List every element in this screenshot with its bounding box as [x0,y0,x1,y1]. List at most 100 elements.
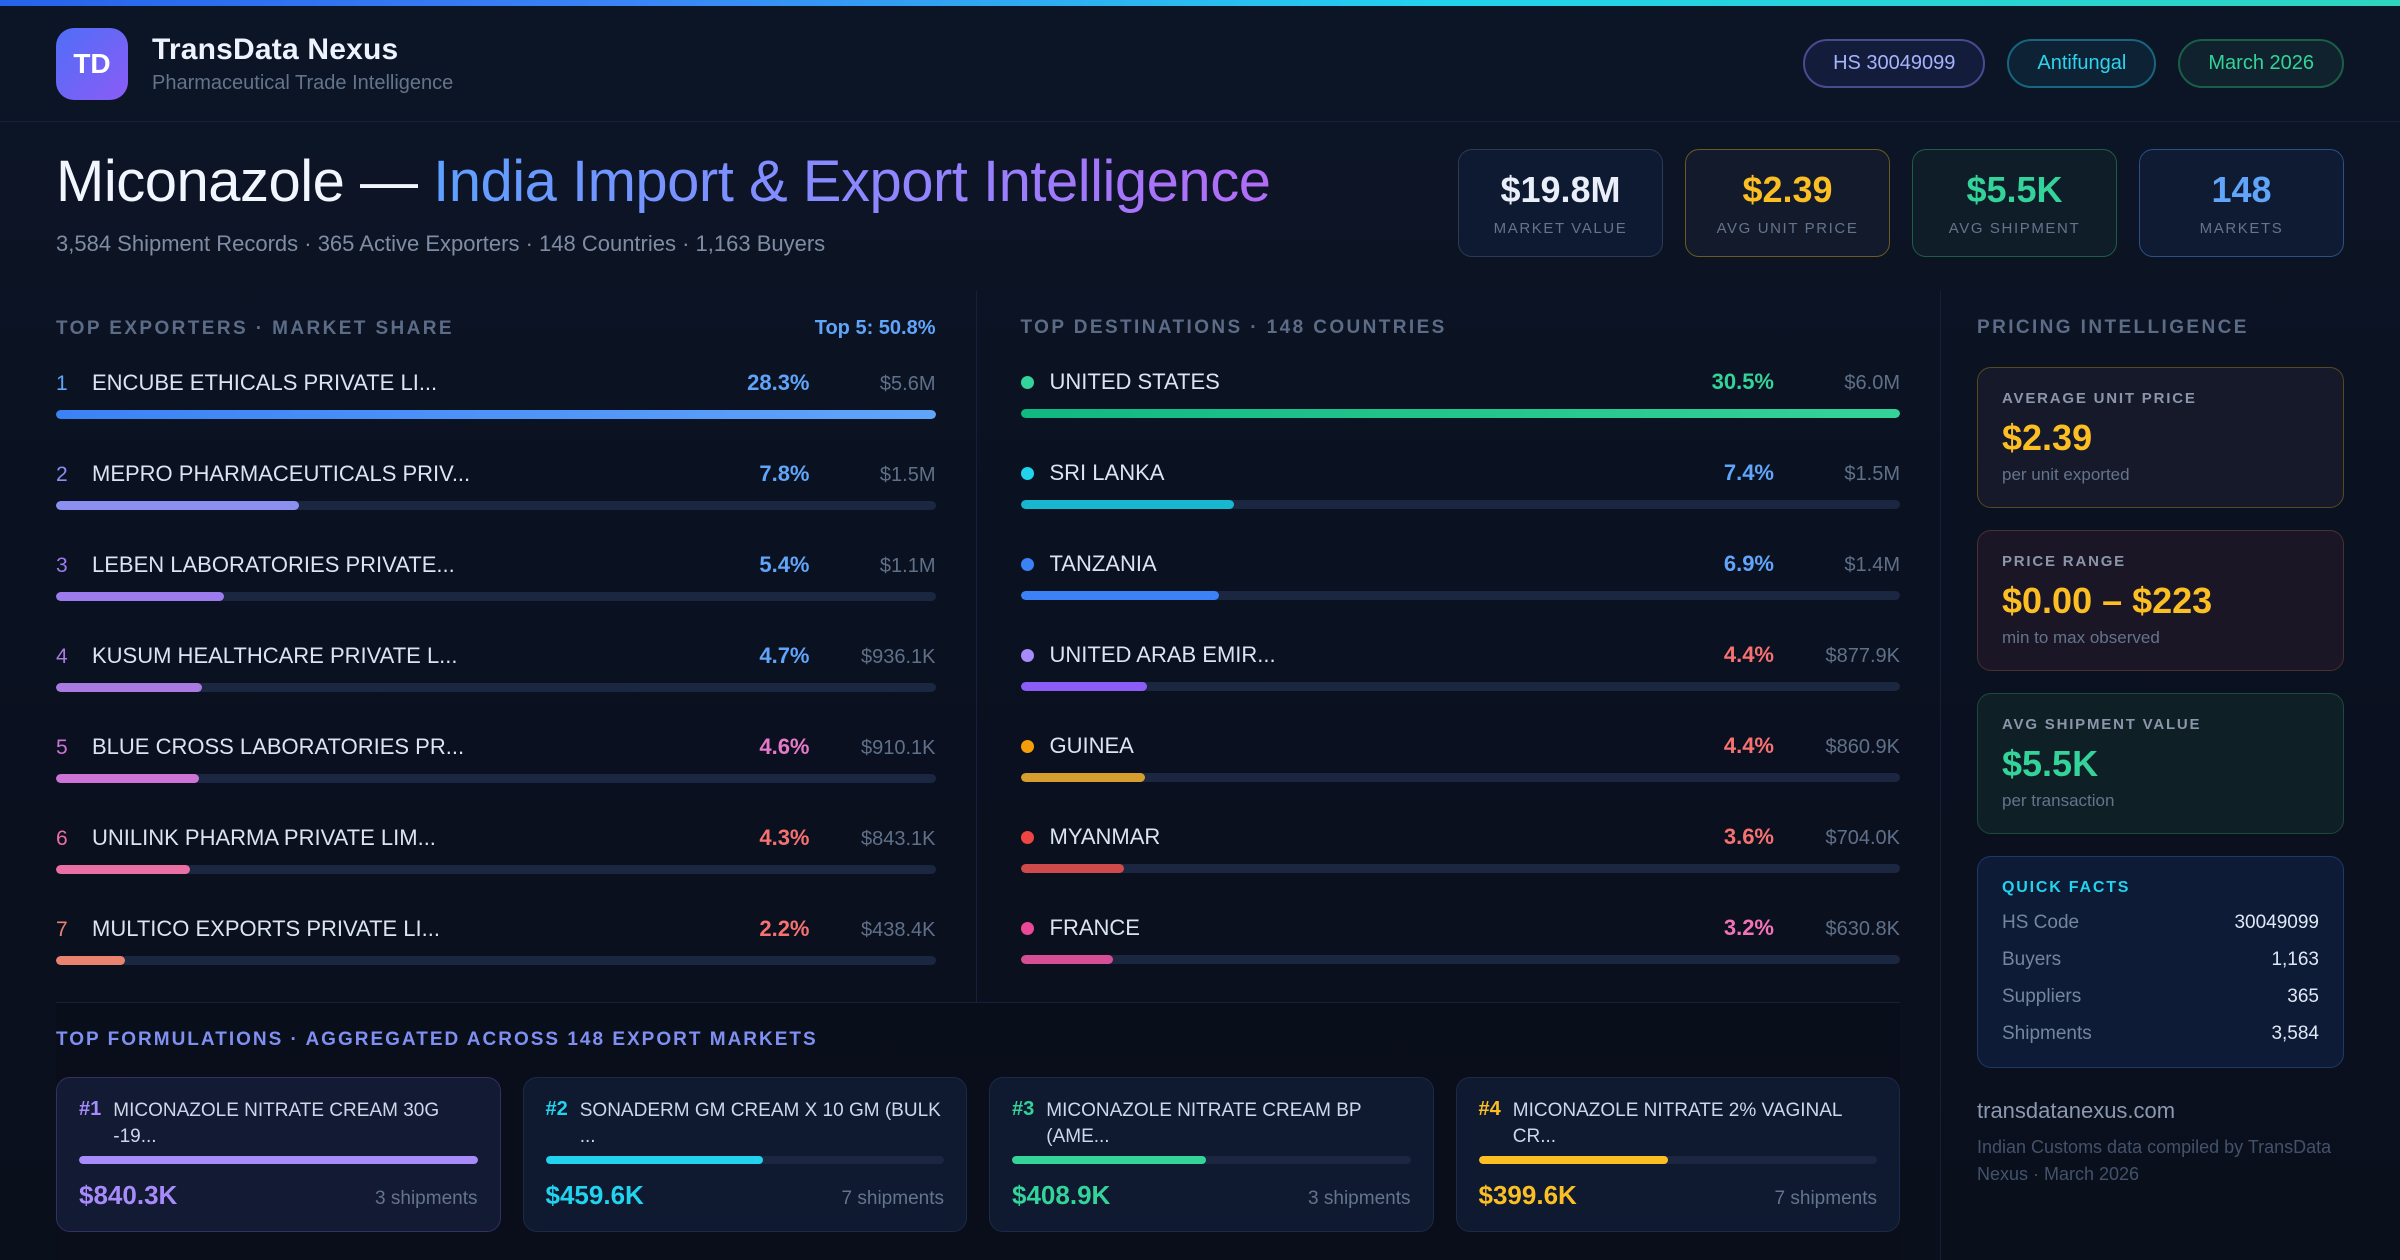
main-content: TOP EXPORTERS · MARKET SHARE Top 5: 50.8… [0,291,2400,1260]
destination-bar-fill [1020,864,1125,873]
formulation-name: MICONAZOLE NITRATE 2% VAGINAL CR... [1512,1100,1842,1147]
stat-value: $19.8M [1500,168,1621,210]
formulation-bar-track [1478,1156,1877,1164]
quick-fact-value: 30049099 [2234,912,2319,933]
quick-fact-label: Buyers [2002,949,2062,970]
pricing-card-value: $5.5K [2002,743,2099,784]
exporter-value: $843.1K [860,828,936,850]
exporter-row[interactable]: 1 ENCUBE ETHICALS PRIVATE LI... 28.3% $5… [56,370,936,419]
destination-row-top: TANZANIA 6.9% $1.4M [1020,551,1900,577]
exporter-row-top: 6 UNILINK PHARMA PRIVATE LIM... 4.3% $84… [56,825,936,851]
formulation-card[interactable]: #3 MICONAZOLE NITRATE CREAM BP (AME... $… [989,1077,1434,1232]
destination-bar-fill [1020,500,1235,509]
destinations-heading: TOP DESTINATIONS · 148 COUNTRIES [1020,317,1447,338]
exporter-row-top: 2 MEPRO PHARMACEUTICALS PRIV... 7.8% $1.… [56,461,936,487]
pricing-card-value: $2.39 [2002,417,2093,458]
footer-domain[interactable]: transdatanexus.com [1977,1098,2176,1123]
stat-card: $19.8M MARKET VALUE [1458,148,1663,257]
destination-row[interactable]: UNITED ARAB EMIR... 4.4% $877.9K [1020,642,1900,691]
quick-fact-value: 1,163 [2271,949,2319,970]
formulation-value: $408.9K [1012,1180,1111,1210]
quick-fact-row: Shipments 3,584 [2002,1023,2319,1045]
stat-value: 148 [2211,168,2272,210]
destination-value: $6.0M [1844,372,1900,394]
header-pill[interactable]: Antifungal [2007,39,2157,88]
formulation-shipments: 7 shipments [841,1188,944,1209]
formulation-card[interactable]: #2 SONADERM GM CREAM X 10 GM (BULK ... $… [522,1077,967,1232]
destination-bar-fill [1020,773,1145,782]
destination-name: FRANCE [1049,915,1140,940]
destination-bar-track [1020,409,1900,418]
formulation-shipments: 3 shipments [1308,1188,1411,1209]
exporter-row[interactable]: 4 KUSUM HEALTHCARE PRIVATE L... 4.7% $93… [56,643,936,692]
destination-row[interactable]: UNITED STATES 30.5% $6.0M [1020,369,1900,418]
exporter-row[interactable]: 7 MULTICO EXPORTS PRIVATE LI... 2.2% $43… [56,916,936,965]
destination-share-pct: 30.5% [1711,369,1774,394]
exporter-bar-fill [56,592,224,601]
exporter-row[interactable]: 5 BLUE CROSS LABORATORIES PR... 4.6% $91… [56,734,936,783]
footer-note: Indian Customs data compiled by TransDat… [1977,1137,2332,1184]
destination-share-pct: 6.9% [1723,551,1774,576]
app-header: TD TransData Nexus Pharmaceutical Trade … [0,6,2400,122]
exporter-value: $5.6M [879,373,936,395]
main-left: TOP EXPORTERS · MARKET SHARE Top 5: 50.8… [56,291,1940,1260]
formulation-rank: #2 [545,1098,568,1120]
stat-label: MARKET VALUE [1493,219,1628,237]
destination-value: $704.0K [1825,827,1900,849]
exporter-row[interactable]: 3 LEBEN LABORATORIES PRIVATE... 5.4% $1.… [56,552,936,601]
formulation-footer: $840.3K 3 shipments [79,1180,478,1211]
top-destinations-panel: TOP DESTINATIONS · 148 COUNTRIES UNITED … [975,291,1900,1002]
app-logo: TD [56,27,128,100]
destination-bar-fill [1020,591,1220,600]
formulation-name-row: #2 SONADERM GM CREAM X 10 GM (BULK ... [546,1098,945,1152]
formulation-name-row: #3 MICONAZOLE NITRATE CREAM BP (AME... [1012,1098,1411,1152]
formulation-rank: #4 [1478,1098,1501,1120]
destination-row-top: UNITED ARAB EMIR... 4.4% $877.9K [1020,642,1900,668]
quick-fact-value: 365 [2287,986,2319,1007]
destination-name: SRI LANKA [1049,460,1165,485]
destination-row[interactable]: MYANMAR 3.6% $704.0K [1020,824,1900,873]
destination-value: $877.9K [1825,645,1900,667]
pricing-card-value: $0.00 – $223 [2002,580,2213,621]
stat-label: MARKETS [2199,219,2284,237]
destination-bar-fill [1020,682,1148,691]
exporter-value: $1.1M [879,555,936,577]
exporter-value: $438.4K [860,919,936,941]
formulation-shipments: 3 shipments [375,1188,478,1209]
top-accent-bar [0,0,2400,6]
header-pill[interactable]: HS 30049099 [1803,39,1986,88]
formulation-bar-fill [1012,1156,1207,1164]
exporter-row[interactable]: 2 MEPRO PHARMACEUTICALS PRIV... 7.8% $1.… [56,461,936,510]
country-color-dot-icon [1020,375,1034,389]
exporter-share-pct: 4.7% [759,643,810,668]
exporter-bar-track [56,865,936,874]
exporter-name: LEBEN LABORATORIES PRIVATE... [92,552,455,577]
pricing-card-label: PRICE RANGE [2002,553,2126,570]
formulation-bar-track [79,1156,478,1164]
exporter-value: $1.5M [879,464,936,486]
destination-bar-fill [1020,955,1113,964]
header-pill[interactable]: March 2026 [2178,39,2344,88]
exporter-share-pct: 4.6% [759,734,810,759]
page-title-accent: India Import & Export Intelligence [433,149,1271,214]
app-name: TransData Nexus [152,32,399,66]
exporters-list: 1 ENCUBE ETHICALS PRIVATE LI... 28.3% $5… [56,370,936,965]
formulations-heading: TOP FORMULATIONS · AGGREGATED ACROSS 148… [56,1029,818,1050]
formulation-card[interactable]: #1 MICONAZOLE NITRATE CREAM 30G -19... $… [56,1077,501,1232]
exporter-bar-track [56,956,936,965]
destination-row[interactable]: GUINEA 4.4% $860.9K [1020,733,1900,782]
exporter-row[interactable]: 6 UNILINK PHARMA PRIVATE LIM... 4.3% $84… [56,825,936,874]
country-color-dot-icon [1020,739,1034,753]
destination-row[interactable]: FRANCE 3.2% $630.8K [1020,915,1900,964]
destination-share-pct: 4.4% [1723,733,1774,758]
destination-row[interactable]: SRI LANKA 7.4% $1.5M [1020,460,1900,509]
exporter-bar-track [56,410,936,419]
formulation-card[interactable]: #4 MICONAZOLE NITRATE 2% VAGINAL CR... $… [1455,1077,1900,1232]
formulation-rank: #1 [79,1098,102,1120]
formulation-bar-track [545,1156,944,1164]
quick-fact-row: Buyers 1,163 [2002,949,2319,971]
exporter-name: ENCUBE ETHICALS PRIVATE LI... [92,370,438,395]
destination-row[interactable]: TANZANIA 6.9% $1.4M [1020,551,1900,600]
formulation-bar-fill [1478,1156,1669,1164]
pricing-card-label: AVG SHIPMENT VALUE [2002,716,2202,733]
